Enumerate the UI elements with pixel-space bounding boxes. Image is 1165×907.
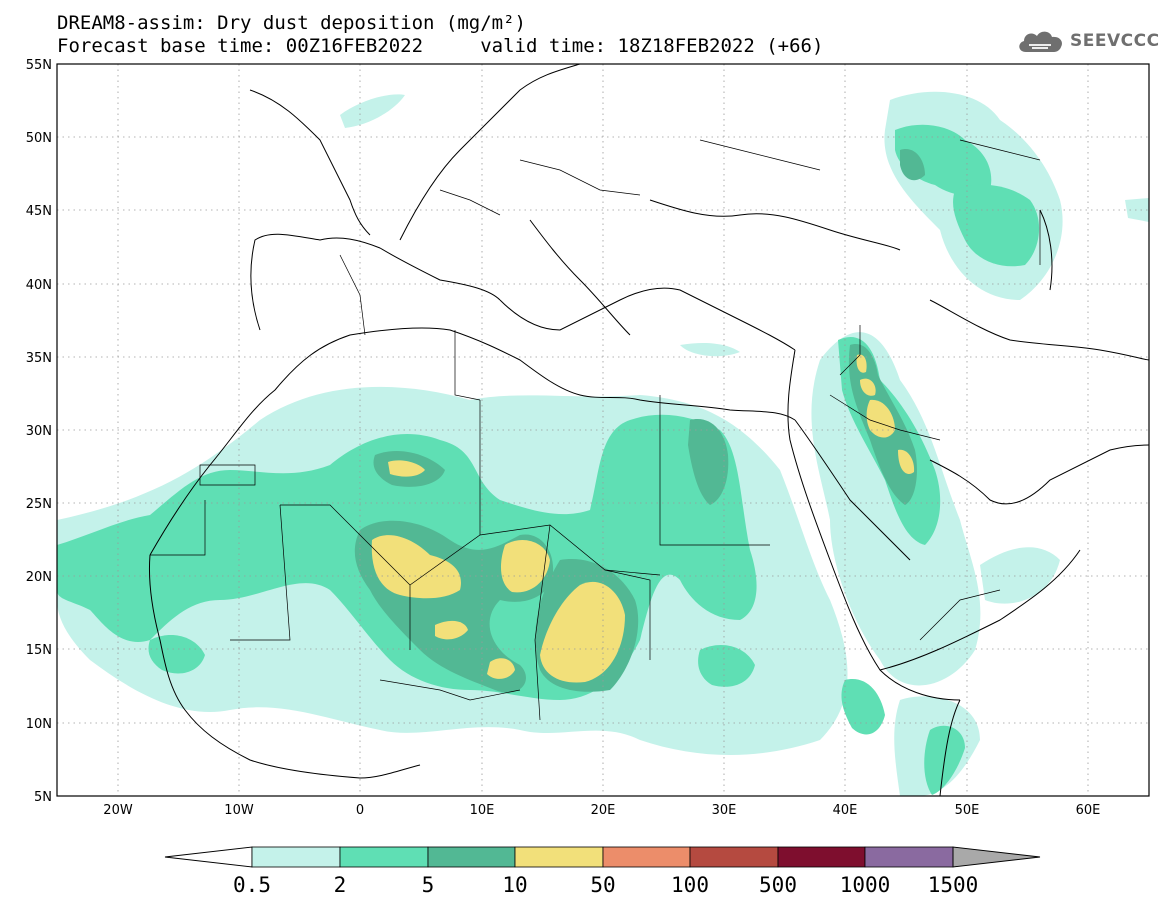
colorbar-segment <box>864 846 954 868</box>
lat-tick: 55N <box>26 58 52 73</box>
brand-logo: SEEVCCC <box>1016 28 1160 54</box>
colorbar-right-extension <box>952 846 1041 868</box>
lon-tick: 30E <box>712 803 737 818</box>
lat-tick: 15N <box>26 643 52 658</box>
map-grid <box>57 64 1149 796</box>
lon-tick: 50E <box>955 803 980 818</box>
lat-tick: 10N <box>26 717 52 732</box>
colorbar-label: 5 <box>422 873 435 897</box>
deposition-band-10-50 <box>371 354 915 683</box>
colorbar-label: 50 <box>590 873 615 897</box>
lon-tick: 20W <box>103 803 133 818</box>
colorbar-label: 1000 <box>840 873 891 897</box>
dust-deposition-field <box>57 91 1149 796</box>
lat-tick: 25N <box>26 497 52 512</box>
longitude-axis: 20W 10W 0 10E 20E 30E 40E 50E 60E <box>103 803 1100 818</box>
colorbar-segment <box>689 846 779 868</box>
country-borders <box>150 139 1041 721</box>
lat-tick: 5N <box>34 790 52 805</box>
lon-tick: 20E <box>591 803 616 818</box>
lat-tick: 35N <box>26 351 52 366</box>
lat-tick: 45N <box>26 204 52 219</box>
lon-tick: 10W <box>224 803 254 818</box>
lat-tick: 20N <box>26 570 52 585</box>
map-title: DREAM8-assim: Dry dust deposition (mg/m²… <box>57 12 526 34</box>
map-frame <box>56 63 1150 797</box>
lon-tick: 40E <box>833 803 858 818</box>
colorbar-label: 0.5 <box>233 873 271 897</box>
colorbar-segment <box>602 846 691 868</box>
colorbar-segment <box>427 846 516 868</box>
lat-tick: 50N <box>26 131 52 146</box>
colorbar-segment <box>339 846 429 868</box>
lat-tick: 40N <box>26 278 52 293</box>
lon-tick: 60E <box>1076 803 1101 818</box>
coastlines <box>149 64 1149 796</box>
brand-name: SEEVCCC <box>1070 31 1160 51</box>
colorbar-segment <box>777 846 866 868</box>
cloud-logo-icon <box>1019 31 1062 52</box>
colorbar: 0.5 2 5 10 50 100 500 1000 1500 <box>164 846 1041 897</box>
lon-tick: 10E <box>470 803 495 818</box>
colorbar-segment <box>514 846 604 868</box>
colorbar-label: 100 <box>671 873 709 897</box>
colorbar-label: 2 <box>334 873 347 897</box>
latitude-axis: 55N 50N 45N 40N 35N 30N 25N 20N 15N 10N … <box>26 58 52 805</box>
lon-tick: 0 <box>356 803 364 818</box>
colorbar-segment <box>251 846 341 868</box>
forecast-times: Forecast base time: 00Z16FEB2022 valid t… <box>57 35 824 57</box>
colorbar-label: 500 <box>759 873 797 897</box>
colorbar-left-extension <box>164 846 253 868</box>
lat-tick: 30N <box>26 424 52 439</box>
colorbar-label: 1500 <box>928 873 979 897</box>
colorbar-label: 10 <box>502 873 527 897</box>
